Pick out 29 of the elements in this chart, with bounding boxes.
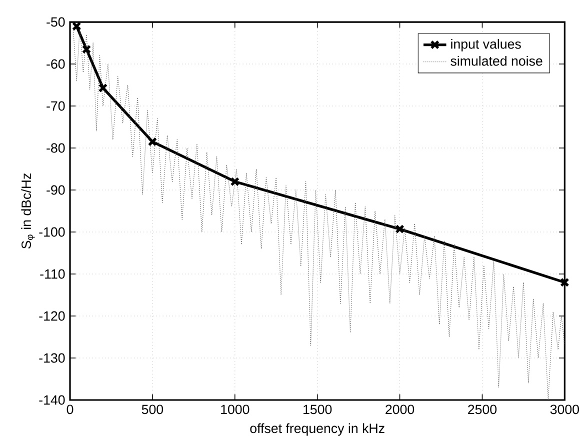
- y-tick-label: -90: [46, 185, 65, 195]
- point: [395, 224, 404, 234]
- x-tick-label: 0: [66, 404, 74, 414]
- x-tick-label: 3000: [550, 404, 579, 414]
- y-tick-label: -100: [39, 227, 65, 237]
- point: [98, 83, 108, 93]
- line-series: [72, 26, 565, 400]
- y-tick-label: -130: [39, 353, 65, 363]
- x-tick-label: 2000: [386, 404, 414, 414]
- x-tick-label: 500: [142, 404, 164, 414]
- y-tick-label: -120: [39, 311, 65, 321]
- x-tick-label: 1500: [304, 404, 332, 414]
- y-tick-label: -110: [40, 269, 65, 279]
- x-axis-title: offset frequency in kHz: [250, 423, 384, 436]
- y-tick-label: -70: [46, 101, 65, 111]
- legend-label: input values: [451, 38, 521, 52]
- x-tick-label: 1000: [221, 404, 250, 414]
- point: [560, 278, 570, 288]
- y-tick-label: -50: [46, 17, 65, 27]
- y-tick-label: -80: [46, 143, 65, 153]
- point: [230, 176, 240, 186]
- point: [82, 44, 92, 54]
- y-axis-title: S$_{φ}$ in dBc/Hz: [21, 174, 35, 249]
- y-tick-label: -140: [39, 395, 65, 405]
- y-tick-label: -60: [46, 59, 65, 69]
- x-tick-label: 2500: [468, 404, 497, 414]
- legend-label: simulated noise: [450, 56, 542, 66]
- point: [72, 22, 82, 31]
- point: [148, 137, 158, 146]
